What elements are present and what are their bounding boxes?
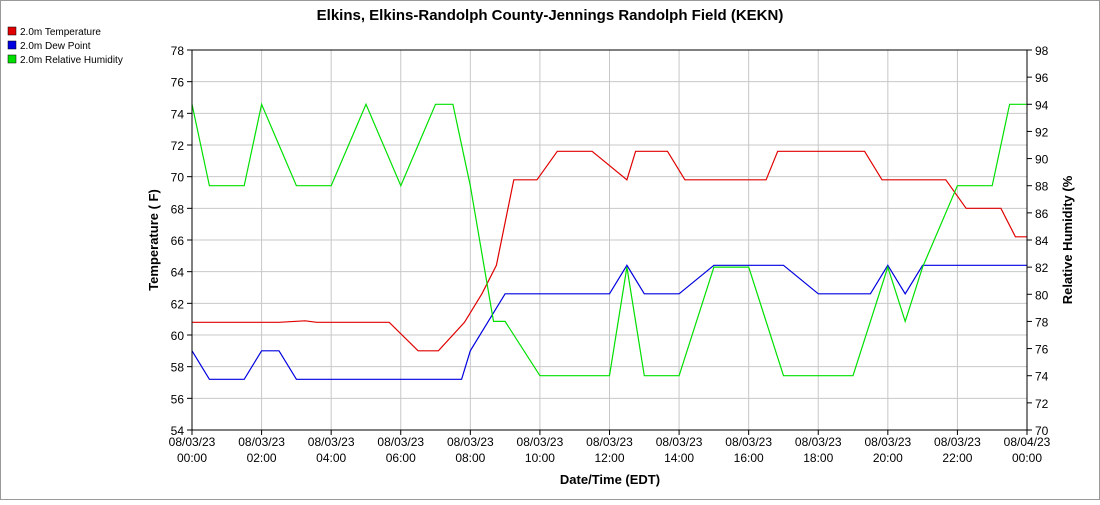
y2-tick-label: 74 [1035, 370, 1049, 384]
x-tick-time: 20:00 [873, 451, 903, 465]
x-tick-time: 04:00 [316, 451, 346, 465]
x-tick-time: 22:00 [942, 451, 972, 465]
x-axis-title: Date/Time (EDT) [560, 472, 660, 487]
y2-tick-label: 98 [1035, 44, 1049, 58]
x-tick-date: 08/03/23 [308, 435, 355, 449]
chart-title: Elkins, Elkins-Randolph County-Jennings … [317, 7, 784, 24]
y-tick-label: 58 [171, 361, 185, 375]
legend-swatch [7, 54, 17, 64]
x-tick-date: 08/03/23 [934, 435, 981, 449]
y-tick-label: 64 [171, 266, 185, 280]
x-axis-ticks: 08/03/23 00:00 08/03/23 02:00 08/03/23 04:00 0… [169, 430, 1051, 465]
y-tick-label: 68 [171, 202, 185, 216]
y2-tick-label: 80 [1035, 288, 1049, 302]
series-line-1 [191, 264, 1027, 380]
y-tick-label: 78 [171, 44, 185, 58]
y2-tick-label: 92 [1035, 125, 1049, 139]
x-tick-time: 00:00 [177, 451, 207, 465]
legend-label: 2.0m Dew Point [20, 41, 91, 52]
x-tick-date: 08/03/23 [447, 435, 494, 449]
x-tick-time: 08:00 [455, 451, 485, 465]
y-tick-label: 74 [171, 107, 185, 121]
y2-tick-label: 90 [1035, 153, 1049, 167]
y-tick-label: 56 [171, 392, 185, 406]
x-tick-date: 08/03/23 [656, 435, 703, 449]
y2-tick-label: 88 [1035, 180, 1049, 194]
legend-label: 2.0m Relative Humidity [20, 55, 123, 66]
legend-swatch [7, 26, 17, 36]
y2-tick-label: 84 [1035, 234, 1049, 248]
legend: 2.0m Temperature 2.0m Dew Point 2.0m Relat… [7, 26, 123, 66]
x-tick-time: 10:00 [525, 451, 555, 465]
x-tick-time: 12:00 [594, 451, 624, 465]
x-tick-time: 16:00 [734, 451, 764, 465]
y2-tick-label: 78 [1035, 315, 1049, 329]
series-lines [191, 102, 1027, 380]
y2-tick-label: 86 [1035, 207, 1049, 221]
x-tick-time: 02:00 [247, 451, 277, 465]
y-tick-label: 66 [171, 234, 185, 248]
y2-tick-label: 96 [1035, 71, 1049, 85]
x-tick-date: 08/03/23 [586, 435, 633, 449]
x-tick-time: 18:00 [803, 451, 833, 465]
y-tick-label: 60 [171, 329, 185, 343]
x-tick-date: 08/03/23 [377, 435, 424, 449]
x-tick-date: 08/03/23 [238, 435, 285, 449]
plot-area [191, 49, 1028, 431]
x-tick-time: 14:00 [664, 451, 694, 465]
x-tick-date: 08/04/23 [1004, 435, 1051, 449]
y2-tick-label: 76 [1035, 343, 1049, 357]
y2-tick-label: 94 [1035, 98, 1049, 112]
legend-swatch [7, 40, 17, 50]
y2-tick-label: 82 [1035, 261, 1049, 275]
grid [191, 49, 1028, 431]
y-tick-label: 62 [171, 297, 185, 311]
y-tick-label: 54 [171, 424, 185, 438]
x-tick-date: 08/03/23 [864, 435, 911, 449]
y-axis-ticks: 54 56 58 60 62 64 66 68 70 72 74 76 78 [171, 44, 192, 438]
y2-axis-ticks: 70 72 74 76 78 80 82 84 86 88 90 92 94 96 98 [1027, 44, 1049, 438]
y2-tick-label: 70 [1035, 424, 1049, 438]
x-tick-date: 08/03/23 [725, 435, 772, 449]
x-tick-time: 00:00 [1012, 451, 1042, 465]
y-axis-title: Temperature ( F) [146, 189, 161, 291]
y-tick-label: 72 [171, 139, 185, 153]
series-line-0 [192, 150, 1027, 352]
x-tick-date: 08/03/23 [795, 435, 842, 449]
x-tick-date: 08/03/23 [517, 435, 564, 449]
y2-axis-title: Relative Humidity (% [1060, 175, 1075, 304]
x-tick-date: 08/03/23 [169, 435, 216, 449]
y-tick-label: 76 [171, 76, 185, 90]
x-tick-time: 06:00 [386, 451, 416, 465]
legend-label: 2.0m Temperature [20, 27, 101, 38]
series-line-2 [191, 102, 1027, 377]
y-tick-label: 70 [171, 171, 185, 185]
y2-tick-label: 72 [1035, 397, 1049, 411]
